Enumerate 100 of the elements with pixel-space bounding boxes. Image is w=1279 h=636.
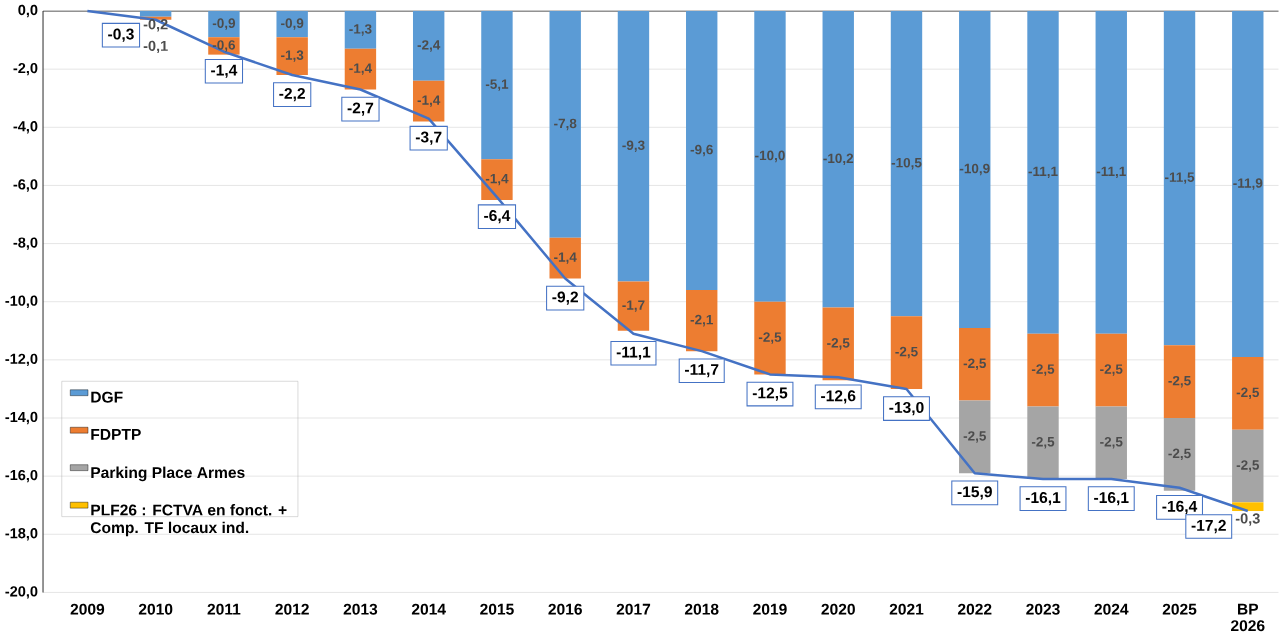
y-tick-label: -4,0 bbox=[13, 121, 38, 134]
y-tick-label: -14,0 bbox=[5, 411, 38, 425]
bar bbox=[754, 11, 786, 302]
data-label: -0,9 bbox=[281, 18, 304, 30]
data-label: -2,5 bbox=[1031, 436, 1055, 449]
data-label: -11,1 bbox=[616, 346, 651, 360]
y-tick-label: -6,0 bbox=[13, 179, 38, 192]
data-label: -2,7 bbox=[347, 102, 374, 116]
legend-label: Parking Place Armes bbox=[91, 466, 245, 482]
bar bbox=[481, 159, 513, 200]
bar bbox=[1232, 356, 1264, 430]
data-label: -9,6 bbox=[690, 144, 713, 157]
data-label: -11,5 bbox=[1165, 172, 1195, 184]
data-label: -11,7 bbox=[685, 364, 719, 378]
x-tick-label: 2023 bbox=[1026, 603, 1060, 615]
bar bbox=[1163, 417, 1196, 491]
data-label: -0,9 bbox=[212, 18, 236, 30]
data-label: -1,7 bbox=[622, 300, 645, 312]
data-label: -12,5 bbox=[752, 387, 788, 401]
y-tick-label: -16,0 bbox=[5, 469, 38, 483]
x-tick-label: 2022 bbox=[957, 603, 992, 615]
x-tick-label: 2013 bbox=[343, 603, 378, 615]
bar bbox=[208, 11, 240, 38]
x-tick-label: 2010 bbox=[138, 603, 173, 615]
bar bbox=[822, 11, 854, 308]
x-tick-label: 2020 bbox=[821, 603, 855, 615]
data-label: -10,9 bbox=[959, 163, 990, 176]
bar bbox=[890, 316, 923, 389]
data-label: -2,5 bbox=[1031, 364, 1055, 376]
data-label: -2,5 bbox=[758, 332, 782, 344]
data-label: -0,3 bbox=[1235, 513, 1260, 526]
x-tick-label: 2018 bbox=[684, 603, 719, 615]
y-tick-label: -12,0 bbox=[5, 353, 38, 367]
data-label: -7,8 bbox=[554, 118, 577, 131]
y-tick-label: -18,0 bbox=[5, 528, 38, 541]
x-tick-label: 2025 bbox=[1162, 603, 1197, 615]
data-label: -1,3 bbox=[281, 50, 304, 62]
bar bbox=[1027, 11, 1059, 334]
data-label: -0,3 bbox=[108, 28, 134, 42]
data-label: -2,5 bbox=[1168, 448, 1191, 461]
data-label: -2,2 bbox=[279, 87, 305, 102]
bar bbox=[1232, 11, 1264, 357]
data-label: -10,5 bbox=[891, 157, 922, 170]
data-label: -0,1 bbox=[143, 40, 168, 54]
x-tick-label: 2024 bbox=[1094, 603, 1129, 615]
x-tick-label: 2014 bbox=[411, 603, 446, 615]
bar bbox=[549, 11, 581, 238]
legend-label: PLF26 : FCTVA en fonct. + Comp. TF locaux ind. bbox=[90, 504, 287, 537]
data-label: -9,3 bbox=[622, 140, 645, 152]
y-tick-label: -10,0 bbox=[5, 295, 38, 308]
bar bbox=[1163, 345, 1196, 418]
data-label: -15,9 bbox=[957, 486, 992, 500]
data-label: -13,0 bbox=[889, 401, 924, 416]
data-label: -1,4 bbox=[485, 173, 509, 186]
y-tick-label: -2,0 bbox=[13, 62, 38, 76]
y-tick-label: -8,0 bbox=[13, 237, 38, 250]
bar bbox=[686, 290, 718, 352]
x-tick-label: 2019 bbox=[753, 603, 787, 615]
bar bbox=[890, 11, 923, 317]
bar bbox=[617, 281, 650, 331]
legend-label: FDPTP bbox=[91, 429, 141, 440]
bar bbox=[344, 48, 377, 90]
bar bbox=[1095, 11, 1127, 334]
bar bbox=[276, 11, 308, 38]
data-label: -2,5 bbox=[827, 338, 850, 350]
bar bbox=[959, 327, 991, 401]
bar bbox=[1232, 429, 1264, 503]
bar bbox=[344, 11, 377, 49]
x-tick-label: BP 2026 bbox=[1231, 603, 1265, 632]
data-label: -2,5 bbox=[1236, 460, 1260, 472]
data-label: -2,1 bbox=[690, 314, 713, 327]
data-label: -12,6 bbox=[821, 390, 856, 404]
bar bbox=[1163, 11, 1196, 346]
data-label: -10,2 bbox=[823, 153, 854, 166]
bar bbox=[959, 11, 991, 328]
data-label: -0,6 bbox=[212, 40, 236, 52]
bar bbox=[412, 11, 445, 81]
bar bbox=[959, 400, 991, 474]
data-label: -1,4 bbox=[554, 252, 577, 264]
x-tick-label: 2012 bbox=[275, 603, 309, 615]
data-label: -2,5 bbox=[895, 346, 918, 359]
y-tick-label: 0,0 bbox=[18, 4, 38, 18]
data-label: -2,5 bbox=[1100, 364, 1123, 376]
data-label: -1,4 bbox=[211, 64, 238, 78]
data-label: -1,4 bbox=[417, 95, 441, 107]
bar bbox=[1095, 406, 1127, 480]
data-label: -1,3 bbox=[349, 24, 372, 36]
data-label: -11,1 bbox=[1096, 166, 1126, 179]
bar bbox=[1095, 333, 1127, 407]
bar bbox=[754, 301, 786, 375]
data-label: -3,7 bbox=[415, 131, 442, 145]
data-label: -11,1 bbox=[1028, 166, 1058, 179]
data-label: -17,2 bbox=[1191, 519, 1226, 534]
bar bbox=[276, 37, 308, 75]
y-tick-label: -20,0 bbox=[5, 586, 38, 599]
data-label: -16,1 bbox=[1025, 492, 1061, 506]
data-label: -2,5 bbox=[1100, 436, 1123, 449]
bar bbox=[1027, 333, 1059, 407]
bar bbox=[481, 11, 513, 160]
bar bbox=[1027, 406, 1059, 480]
